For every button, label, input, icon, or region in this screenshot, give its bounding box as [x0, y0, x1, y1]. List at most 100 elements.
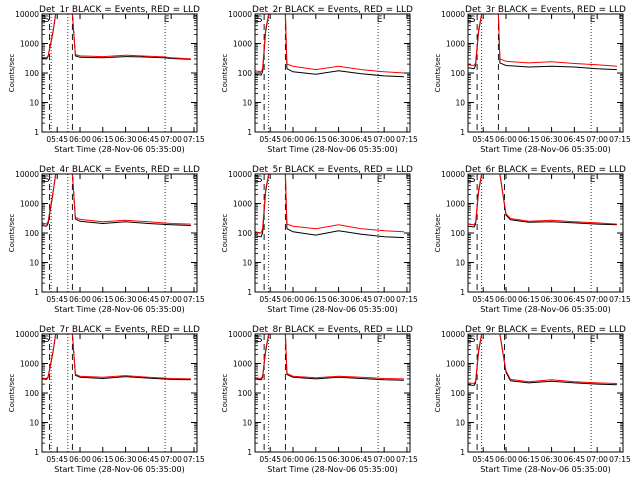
y-axis-label: Counts/sec: [221, 374, 229, 413]
y-tick-label: 10: [29, 259, 39, 268]
chart-title: Det_1r BLACK = Events, RED = LLD: [39, 5, 200, 15]
event-marker: S: [470, 335, 476, 345]
chart-panel-4: Det_4r BLACK = Events, RED = LLD Counts/s…: [8, 165, 205, 314]
x-tick-label: 05:45: [259, 455, 281, 464]
event-marker: E: [467, 15, 473, 25]
plot-frame: [254, 13, 411, 133]
x-tick-label: 07:00: [160, 295, 182, 304]
x-tick-label: 07:15: [396, 295, 418, 304]
y-axis-label: Counts/sec: [434, 214, 442, 253]
y-tick-label: 10: [242, 259, 252, 268]
chart-panel-2: Det_2r BLACK = Events, RED = LLD Counts/s…: [221, 5, 418, 154]
x-tick-label: 06:00: [282, 135, 304, 144]
chart-title: Det_8r BLACK = Events, RED = LLD: [252, 325, 413, 335]
y-tick-label: 10000: [441, 170, 465, 179]
y-tick-label: 10: [242, 99, 252, 108]
chart-panel-5: Det_5r BLACK = Events, RED = LLD Counts/s…: [221, 165, 418, 314]
y-tick-label: 10000: [15, 10, 39, 19]
x-tick-label: 07:00: [373, 295, 395, 304]
y-tick-label: 10000: [228, 330, 252, 339]
y-tick-label: 10000: [441, 10, 465, 19]
chart-panel-7: Det_7r BLACK = Events, RED = LLD Counts/s…: [8, 325, 205, 474]
y-tick-label: 100: [238, 229, 253, 238]
plot-frame: [467, 13, 624, 133]
y-tick-label: 10000: [441, 330, 465, 339]
x-tick-label: 06:15: [92, 135, 114, 144]
y-tick-label: 10: [29, 419, 39, 428]
x-tick-label: 06:00: [282, 295, 304, 304]
event-marker: S: [470, 15, 476, 25]
x-tick-label: 06:30: [541, 135, 563, 144]
y-tick-label: 10000: [15, 170, 39, 179]
x-tick-label: 06:30: [541, 455, 563, 464]
x-tick-label: 07:15: [609, 295, 631, 304]
x-axis-label: Start Time (28-Nov-06 05:35:00): [480, 465, 610, 474]
y-axis-label: Counts/sec: [221, 54, 229, 93]
y-tick-label: 1: [247, 128, 252, 137]
y-tick-label: 1: [34, 128, 39, 137]
events-series-line: [467, 173, 617, 228]
x-tick-label: 06:15: [305, 455, 327, 464]
x-tick-label: 06:30: [328, 295, 350, 304]
x-tick-label: 06:15: [518, 135, 540, 144]
x-tick-label: 07:15: [183, 295, 205, 304]
chart-title: Det_5r BLACK = Events, RED = LLD: [252, 165, 413, 175]
x-tick-label: 06:45: [351, 295, 373, 304]
event-marker: E: [41, 175, 47, 185]
events-series-line: [254, 333, 404, 381]
plot-frame: [41, 13, 198, 133]
y-tick-label: 1000: [20, 40, 39, 49]
x-tick-label: 06:15: [305, 295, 327, 304]
event-marker: E: [164, 335, 170, 345]
event-marker: S: [257, 335, 263, 345]
x-tick-label: 07:00: [160, 135, 182, 144]
lld-series-line: [467, 333, 617, 385]
y-tick-label: 100: [451, 389, 466, 398]
x-axis-label: Start Time (28-Nov-06 05:35:00): [480, 145, 610, 154]
x-tick-label: 07:00: [586, 295, 608, 304]
event-marker: E: [377, 335, 383, 345]
events-series-line: [254, 13, 404, 78]
lld-series-line: [254, 13, 404, 74]
chart-title: Det_2r BLACK = Events, RED = LLD: [252, 5, 413, 15]
y-tick-label: 1: [247, 448, 252, 457]
y-axis-label: Counts/sec: [221, 214, 229, 253]
x-tick-label: 05:45: [46, 455, 68, 464]
y-tick-label: 1000: [20, 360, 39, 369]
event-marker: E: [467, 175, 473, 185]
y-tick-label: 1000: [233, 360, 252, 369]
event-marker: E: [164, 175, 170, 185]
x-tick-label: 06:00: [495, 295, 517, 304]
x-tick-label: 07:15: [609, 455, 631, 464]
y-tick-label: 100: [451, 229, 466, 238]
x-tick-label: 06:15: [92, 455, 114, 464]
event-marker: E: [590, 175, 596, 185]
chart-panel-9: Det_9r BLACK = Events, RED = LLD Counts/s…: [434, 325, 631, 474]
lld-series-line: [41, 173, 191, 225]
x-tick-label: 05:45: [259, 295, 281, 304]
event-marker: E: [590, 15, 596, 25]
x-tick-label: 05:45: [472, 295, 494, 304]
x-axis-label: Start Time (28-Nov-06 05:35:00): [267, 145, 397, 154]
event-marker: E: [467, 335, 473, 345]
event-marker: E: [254, 175, 260, 185]
lld-series-line: [41, 333, 191, 380]
plot-frame: [254, 333, 411, 453]
y-tick-label: 1: [247, 288, 252, 297]
x-tick-label: 06:45: [351, 135, 373, 144]
x-tick-label: 07:15: [396, 455, 418, 464]
chart-panel-3: Det_3r BLACK = Events, RED = LLD Counts/s…: [434, 5, 631, 154]
y-tick-label: 10: [242, 419, 252, 428]
y-tick-label: 10000: [228, 10, 252, 19]
chart-panel-8: Det_8r BLACK = Events, RED = LLD Counts/s…: [221, 325, 418, 474]
lld-series-line: [467, 173, 617, 226]
x-tick-label: 05:45: [46, 295, 68, 304]
event-marker: E: [254, 15, 260, 25]
y-tick-label: 1: [34, 288, 39, 297]
event-marker: E: [377, 175, 383, 185]
event-marker: E: [377, 15, 383, 25]
event-marker: S: [470, 175, 476, 185]
y-axis-label: Counts/sec: [434, 54, 442, 93]
x-tick-label: 07:00: [586, 135, 608, 144]
